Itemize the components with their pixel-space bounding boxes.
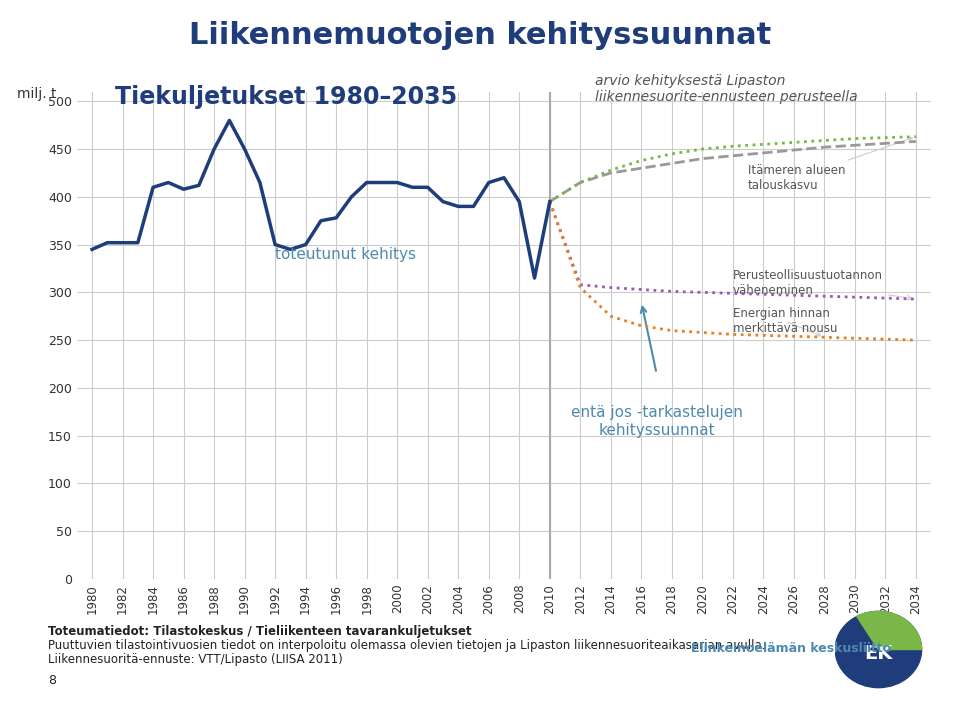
Text: Perusteollisuustuotannon
väheneminen: Perusteollisuustuotannon väheneminen (732, 269, 912, 300)
Text: arvio kehityksestä Lipaston: arvio kehityksestä Lipaston (595, 74, 785, 88)
Text: Itämeren alueen
talouskasvu: Itämeren alueen talouskasvu (748, 137, 912, 192)
Text: toteutunut kehitys: toteutunut kehitys (276, 246, 416, 262)
Text: liikennesuorite-ennusteen perusteella: liikennesuorite-ennusteen perusteella (595, 90, 858, 104)
Circle shape (835, 611, 922, 688)
Text: Liikennemuotojen kehityssuunnat: Liikennemuotojen kehityssuunnat (189, 21, 771, 50)
Text: Toteumatiedot: Tilastokeskus / Tieliikenteen tavarankuljetukset: Toteumatiedot: Tilastokeskus / Tieliiken… (48, 625, 471, 638)
Text: Energian hinnan
merkittävä nousu: Energian hinnan merkittävä nousu (732, 307, 837, 336)
Wedge shape (857, 611, 922, 650)
Text: EK: EK (864, 645, 893, 663)
Text: milj. t: milj. t (17, 87, 57, 101)
Text: Puuttuvien tilastointivuosien tiedot on interpoloitu olemassa olevien tietojen j: Puuttuvien tilastointivuosien tiedot on … (48, 639, 765, 652)
Text: 8: 8 (48, 674, 56, 687)
Text: Liikennesuoritä-ennuste: VTT/Lipasto (LIISA 2011): Liikennesuoritä-ennuste: VTT/Lipasto (LI… (48, 653, 343, 666)
Text: Elinkeinoelämän keskusliitto: Elinkeinoelämän keskusliitto (691, 642, 892, 655)
Text: entä jos -tarkastelujen
kehityssuunnat: entä jos -tarkastelujen kehityssuunnat (570, 405, 742, 438)
Text: Tiekuljetukset 1980–2035: Tiekuljetukset 1980–2035 (115, 85, 457, 109)
